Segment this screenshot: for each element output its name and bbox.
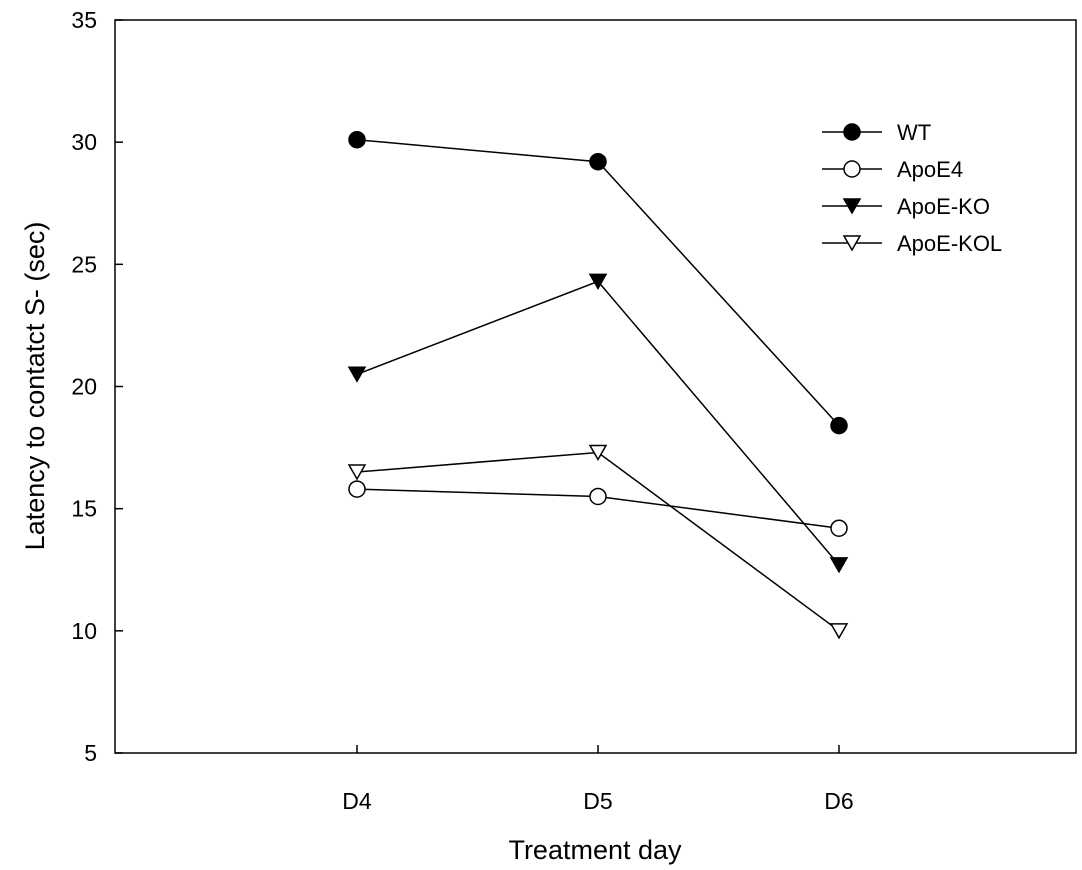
data-point — [348, 130, 366, 149]
data-point — [347, 464, 367, 481]
legend-marker — [843, 123, 861, 141]
data-point — [589, 487, 607, 506]
y-tick-label: 20 — [71, 374, 97, 400]
legend-item: ApoE-KO — [822, 194, 990, 219]
y-tick-label: 25 — [71, 251, 97, 277]
x-axis-title: Treatment day — [508, 835, 682, 865]
data-point — [347, 366, 367, 383]
data-point — [348, 480, 366, 498]
series-layer — [347, 130, 849, 640]
series-apoe-ko — [347, 273, 849, 574]
legend-label: ApoE-KO — [897, 194, 990, 219]
legend-marker — [842, 235, 862, 252]
y-tick-label: 30 — [71, 129, 97, 155]
x-tick-label: D5 — [583, 788, 612, 814]
series-line — [356, 280, 840, 566]
data-point — [588, 444, 608, 461]
legend: WT ApoE4 ApoE-KO ApoE-KOL — [822, 120, 1002, 256]
y-tick-label: 5 — [84, 740, 97, 766]
series-wt — [348, 130, 848, 435]
data-point — [830, 519, 848, 537]
y-axis: 5 10 15 20 25 30 35 — [71, 7, 123, 766]
legend-item: ApoE-KOL — [822, 231, 1002, 256]
data-point — [588, 273, 608, 290]
data-point — [589, 152, 607, 171]
legend-label: ApoE-KOL — [897, 231, 1002, 256]
legend-marker — [842, 198, 862, 215]
data-point — [830, 416, 848, 435]
series-apoe4 — [348, 480, 848, 537]
data-point — [829, 557, 849, 574]
x-tick-label: D6 — [824, 788, 853, 814]
x-axis: D4 D5 D6 — [342, 745, 854, 814]
series-apoe-kol — [347, 444, 849, 640]
legend-item: WT — [822, 120, 931, 145]
y-axis-title: Latency to contatct S- (sec) — [20, 222, 50, 551]
x-tick-label: D4 — [342, 788, 372, 814]
legend-item: ApoE4 — [822, 157, 963, 182]
legend-label: WT — [897, 120, 931, 145]
y-tick-label: 35 — [71, 7, 97, 33]
y-tick-label: 15 — [71, 496, 97, 522]
legend-label: ApoE4 — [897, 157, 963, 182]
y-tick-label: 10 — [71, 618, 97, 644]
legend-marker — [843, 160, 861, 178]
data-point — [829, 623, 849, 640]
plot-frame — [114, 19, 1077, 754]
